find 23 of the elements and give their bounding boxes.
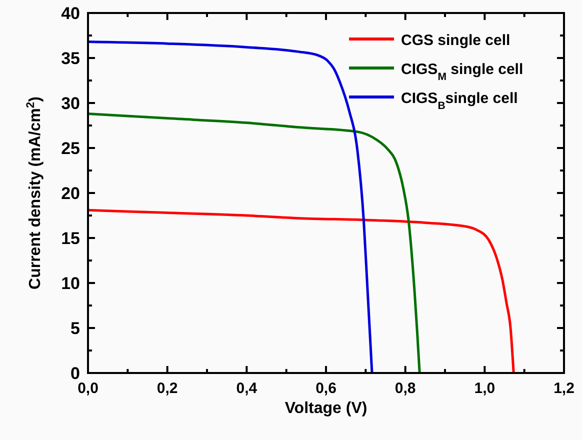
line-series xyxy=(86,112,421,374)
x-tick-label: 1,0 xyxy=(474,380,496,397)
y-tick-label: 5 xyxy=(70,319,80,338)
x-axis-title: Voltage (V) xyxy=(284,400,368,417)
x-tick-label: 0,0 xyxy=(78,380,98,397)
x-tick-label: 0,2 xyxy=(156,380,178,397)
y-tick-label: 25 xyxy=(61,139,80,158)
legend-label: CGS single cell xyxy=(401,32,510,49)
x-tick-label: 0,8 xyxy=(394,380,416,397)
legend-label: CIGS$_{B}$single cell xyxy=(401,90,518,112)
y-tick-label: 20 xyxy=(61,184,80,203)
x-tick-label: 1,2 xyxy=(554,380,574,397)
y-tick-label: 10 xyxy=(61,274,80,293)
line-series xyxy=(86,208,515,374)
y-tick-label: 30 xyxy=(61,94,80,113)
x-tick-label: 0,6 xyxy=(316,380,336,397)
y-tick-label: 35 xyxy=(61,49,80,68)
y-tick-label: 15 xyxy=(61,229,80,248)
line-series xyxy=(86,40,374,374)
legend-label: CIGS$_{M}$ single cell xyxy=(401,61,524,83)
x-tick-label: 0,4 xyxy=(236,380,258,397)
y-tick-label: 0 xyxy=(70,364,80,383)
y-tick-label: 40 xyxy=(61,4,80,23)
